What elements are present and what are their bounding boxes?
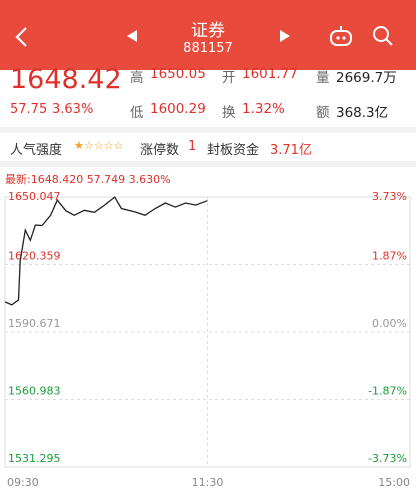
limit-up-value: 1 xyxy=(188,139,197,154)
stat-label: 高 xyxy=(130,70,144,86)
y2-tick-label: -1.87% xyxy=(368,385,407,398)
y-tick-label: 1650.047 xyxy=(8,190,61,203)
limit-up-label: 涨停数 xyxy=(140,143,180,158)
y2-tick-label: -3.73% xyxy=(368,452,407,465)
seal-label: 封板资金 xyxy=(207,143,260,158)
title: 证券 xyxy=(191,21,225,41)
stat-label: 开 xyxy=(222,70,236,86)
change: 57.75 xyxy=(10,102,48,117)
y-tick-label: 1590.671 xyxy=(8,317,61,330)
seal-value: 3.71亿 xyxy=(270,143,312,158)
y-tick-label: 1620.359 xyxy=(8,250,61,263)
x-tick-label: 09:30 xyxy=(7,476,39,489)
price-line xyxy=(4,196,208,306)
stat-value: 1601.77 xyxy=(242,66,298,82)
stat-label: 换 xyxy=(222,105,236,121)
back-button[interactable] xyxy=(14,26,30,48)
price: 1648.42 xyxy=(10,64,122,95)
change-pct: 3.63% xyxy=(52,102,94,117)
stat-label: 额 xyxy=(316,105,330,121)
x-tick-label: 15:00 xyxy=(378,476,410,489)
stat-value: 1650.05 xyxy=(150,66,206,82)
search-icon[interactable] xyxy=(372,25,394,47)
code: 881157 xyxy=(183,41,233,56)
prev-button[interactable] xyxy=(126,30,138,42)
y2-tick-label: 0.00% xyxy=(372,317,407,330)
stat-value: 368.3亿 xyxy=(336,105,389,121)
y2-tick-label: 3.73% xyxy=(372,190,407,203)
stat-value: 1.32% xyxy=(242,101,285,117)
stars: ★☆☆☆☆ xyxy=(74,139,124,152)
chart: 1531.295 1560.983 1590.671 1620.359 1650.047… xyxy=(4,190,411,489)
y-tick-label: 1531.295 xyxy=(8,452,61,465)
x-tick-label: 11:30 xyxy=(192,476,224,489)
latest-info: 最新:1648.420 57.749 3.630% xyxy=(5,173,171,186)
divider xyxy=(0,127,416,133)
next-button[interactable] xyxy=(279,30,291,42)
robot-icon[interactable] xyxy=(328,24,354,48)
header: 证券 881157 xyxy=(0,0,416,70)
popularity-label: 人气强度 xyxy=(10,143,63,158)
stat-label: 量 xyxy=(316,70,330,86)
divider xyxy=(0,161,416,167)
y2-tick-label: 1.87% xyxy=(372,249,407,262)
stat-label: 低 xyxy=(130,105,144,121)
y-tick-label: 1560.983 xyxy=(8,385,61,398)
stat-value: 1600.29 xyxy=(150,101,206,117)
stat-value: 2669.7万 xyxy=(336,70,397,86)
